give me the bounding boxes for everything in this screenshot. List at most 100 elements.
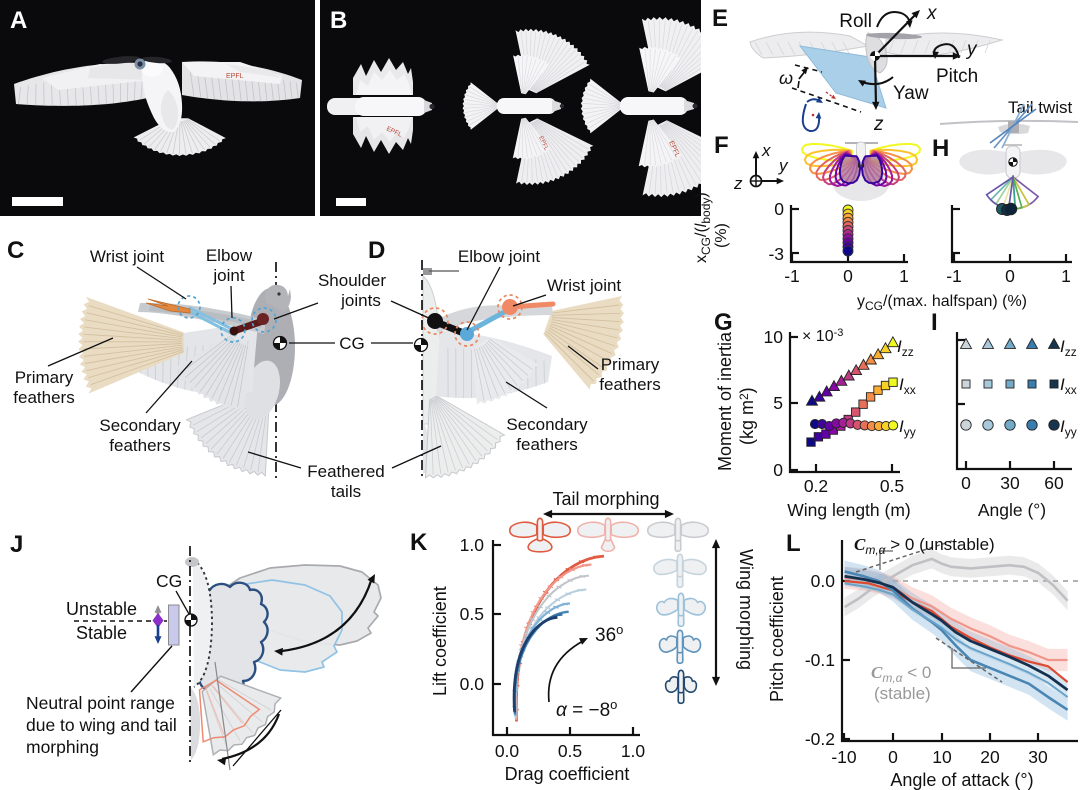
svg-text:ω: ω xyxy=(779,68,793,88)
svg-text:Iyy: Iyy xyxy=(899,417,916,439)
svg-text:0: 0 xyxy=(888,747,898,767)
svg-text:0: 0 xyxy=(773,460,783,480)
svg-text:CG: CG xyxy=(339,334,365,353)
svg-text:0.5: 0.5 xyxy=(460,604,484,624)
svg-text:Ixx: Ixx xyxy=(899,375,916,397)
svg-text:Tail twist: Tail twist xyxy=(1008,98,1073,117)
svg-text:10: 10 xyxy=(764,327,784,347)
svg-text:Angle of attack (°): Angle of attack (°) xyxy=(890,770,1033,790)
svg-text:Izz: Izz xyxy=(1060,337,1077,359)
svg-text:(kg m2): (kg m2) xyxy=(737,387,757,445)
svg-text:30: 30 xyxy=(1028,747,1048,767)
svg-text:0: 0 xyxy=(843,266,853,286)
svg-text:10: 10 xyxy=(932,747,952,767)
svg-text:0.5: 0.5 xyxy=(880,476,904,496)
svg-text:yCG/(max. halfspan) (%): yCG/(max. halfspan) (%) xyxy=(857,293,1027,313)
svg-text:0.2: 0.2 xyxy=(804,476,828,496)
svg-text:36o: 36o xyxy=(595,622,623,646)
svg-text:Cm,α < 0: Cm,α < 0 xyxy=(871,663,931,685)
svg-text:G: G xyxy=(714,309,733,336)
svg-text:Moment of inertia: Moment of inertia xyxy=(715,331,735,471)
svg-text:tails: tails xyxy=(331,482,361,501)
svg-text:-1: -1 xyxy=(946,266,962,286)
svg-text:Unstable: Unstable xyxy=(66,599,137,619)
svg-text:x: x xyxy=(761,141,771,160)
svg-text:D: D xyxy=(368,237,385,264)
svg-text:0: 0 xyxy=(774,199,784,219)
svg-text:L: L xyxy=(786,530,801,557)
svg-text:due to wing and tail: due to wing and tail xyxy=(26,715,177,735)
svg-text:morphing: morphing xyxy=(26,737,99,757)
svg-text:feathers: feathers xyxy=(516,435,577,454)
svg-text:CG: CG xyxy=(156,571,182,591)
svg-text:-3: -3 xyxy=(768,244,784,264)
svg-text:Izz: Izz xyxy=(897,337,914,359)
svg-text:F: F xyxy=(714,132,729,159)
svg-text:0: 0 xyxy=(1005,266,1015,286)
svg-text:I: I xyxy=(931,309,938,336)
svg-text:0.5: 0.5 xyxy=(558,741,582,761)
svg-text:Secondary: Secondary xyxy=(506,415,588,434)
svg-text:Shoulder: Shoulder xyxy=(318,271,386,290)
svg-text:x: x xyxy=(926,3,938,24)
svg-text:B: B xyxy=(330,7,347,34)
svg-text:-1: -1 xyxy=(784,266,800,286)
svg-text:Secondary: Secondary xyxy=(99,416,181,435)
svg-text:z: z xyxy=(733,174,743,193)
svg-text:feathers: feathers xyxy=(13,388,74,407)
svg-text:Stable: Stable xyxy=(76,623,127,643)
svg-text:30: 30 xyxy=(1000,473,1020,493)
svg-text:Pitch coefficient: Pitch coefficient xyxy=(767,576,787,702)
svg-text:Neutral point range: Neutral point range xyxy=(26,693,175,713)
svg-text:0.0: 0.0 xyxy=(460,674,485,694)
svg-text:feathers: feathers xyxy=(109,436,170,455)
svg-text:E: E xyxy=(712,5,728,32)
svg-text:Wrist joint: Wrist joint xyxy=(90,247,165,266)
svg-text:Lift coefficient: Lift coefficient xyxy=(430,586,450,696)
svg-text:EPFL: EPFL xyxy=(226,73,244,80)
svg-text:Pitch: Pitch xyxy=(936,66,978,87)
svg-text:× 10-3: × 10-3 xyxy=(802,327,843,345)
svg-text:Primary: Primary xyxy=(15,368,74,387)
svg-text:K: K xyxy=(410,529,428,556)
svg-text:1.0: 1.0 xyxy=(621,741,646,761)
svg-text:joints: joints xyxy=(340,291,381,310)
svg-text:C: C xyxy=(7,237,24,264)
svg-text:Cm,α > 0 (unstable): Cm,α > 0 (unstable) xyxy=(854,535,995,557)
svg-text:α = −8o: α = −8o xyxy=(556,697,617,721)
svg-text:joint: joint xyxy=(212,266,244,285)
svg-text:Elbow joint: Elbow joint xyxy=(458,247,540,266)
svg-text:60: 60 xyxy=(1044,473,1064,493)
svg-text:-0.1: -0.1 xyxy=(805,650,835,670)
svg-text:(%): (%) xyxy=(713,223,730,248)
svg-text:feathers: feathers xyxy=(599,375,660,394)
svg-text:Wrist joint: Wrist joint xyxy=(547,276,622,295)
svg-text:H: H xyxy=(932,135,949,162)
svg-text:Tail morphing: Tail morphing xyxy=(552,489,659,509)
svg-text:1: 1 xyxy=(1061,266,1071,286)
svg-text:y: y xyxy=(965,39,978,60)
svg-text:-0.2: -0.2 xyxy=(805,729,835,749)
svg-text:Elbow: Elbow xyxy=(206,246,253,265)
svg-text:Feathered: Feathered xyxy=(307,462,385,481)
svg-text:Iyy: Iyy xyxy=(1060,417,1077,439)
svg-text:Wing length (m): Wing length (m) xyxy=(787,500,911,520)
svg-text:20: 20 xyxy=(980,747,1000,767)
svg-text:-10: -10 xyxy=(831,747,857,767)
svg-text:0: 0 xyxy=(961,473,971,493)
svg-text:1.0: 1.0 xyxy=(460,535,485,555)
svg-text:0.0: 0.0 xyxy=(811,571,836,591)
svg-text:Primary: Primary xyxy=(601,355,660,374)
svg-text:Yaw: Yaw xyxy=(893,83,929,104)
svg-text:1: 1 xyxy=(899,266,909,286)
svg-text:Ixx: Ixx xyxy=(1060,375,1077,397)
svg-text:Wing morphing: Wing morphing xyxy=(736,549,756,670)
svg-text:Drag coefficient: Drag coefficient xyxy=(505,764,630,784)
svg-text:A: A xyxy=(10,7,27,34)
svg-text:Angle (°): Angle (°) xyxy=(978,500,1046,520)
svg-text:y: y xyxy=(778,156,789,175)
svg-text:5: 5 xyxy=(773,393,783,413)
svg-text:Roll: Roll xyxy=(839,11,872,32)
svg-text:(stable): (stable) xyxy=(874,684,931,703)
svg-text:z: z xyxy=(873,114,884,135)
